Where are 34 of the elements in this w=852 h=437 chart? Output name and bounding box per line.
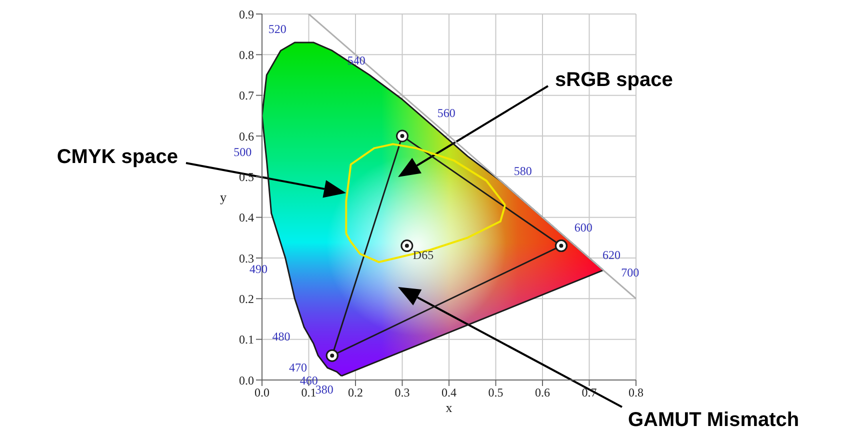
y-tick-label: 0.8 bbox=[239, 48, 254, 62]
annotation: 580 bbox=[514, 164, 532, 178]
y-tick-label: 0.1 bbox=[239, 332, 254, 347]
x-tick-label: 0.7 bbox=[582, 386, 597, 400]
y-axis-title: y bbox=[220, 190, 227, 205]
annotation: D65 bbox=[412, 248, 434, 262]
text: GAMUT Mismatch bbox=[628, 409, 800, 431]
x-tick-label: 0.2 bbox=[348, 386, 363, 400]
annotation: 600 bbox=[574, 220, 592, 235]
x-tick-label: 0.8 bbox=[628, 386, 644, 400]
y-tick-label: 0.2 bbox=[239, 292, 254, 306]
y-tick-label: 0.7 bbox=[239, 88, 254, 103]
x-axis-title: x bbox=[446, 400, 453, 415]
annotation: 620 bbox=[602, 248, 621, 262]
annotation: 700 bbox=[621, 265, 640, 280]
x-tick-label: 0.6 bbox=[535, 386, 550, 400]
x-tick-label: 0.3 bbox=[394, 386, 410, 400]
annotation: 500 bbox=[234, 145, 252, 160]
y-tick-label: 0.9 bbox=[239, 7, 254, 22]
y-tick-label: 0.3 bbox=[239, 251, 254, 266]
annotation: 540 bbox=[347, 53, 366, 68]
annotation: 470 bbox=[289, 360, 308, 374]
text: CMYK space bbox=[56, 146, 178, 168]
y-tick-label: 0.6 bbox=[239, 129, 254, 144]
annotation: 560 bbox=[437, 106, 456, 120]
annotation: 480 bbox=[272, 330, 290, 344]
annotation: sRGB space bbox=[555, 69, 673, 91]
y-tick-label: 0.4 bbox=[239, 210, 254, 225]
x-tick-label: 0.4 bbox=[442, 386, 456, 400]
annotation: 520 bbox=[268, 22, 286, 36]
x-tick-label: 0.1 bbox=[301, 386, 316, 400]
x-tick-label: 0.5 bbox=[488, 386, 504, 400]
x-tick-label: 0.0 bbox=[254, 386, 270, 400]
y-tick-label: 0.0 bbox=[239, 373, 254, 388]
